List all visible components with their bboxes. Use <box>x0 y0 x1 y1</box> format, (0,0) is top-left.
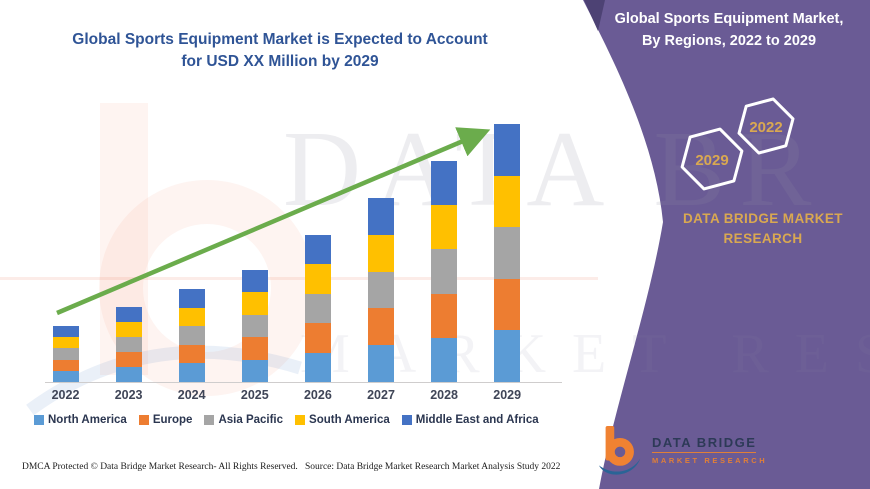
bar-segment-middle-east-and-africa <box>115 307 142 322</box>
bar-segment-asia-pacific <box>494 227 521 279</box>
bar-segment-asia-pacific <box>304 293 331 324</box>
legend-label: South America <box>309 414 390 426</box>
bar-segment-north-america <box>115 367 142 382</box>
x-axis-label-2022: 2022 <box>51 388 80 402</box>
bar-segment-north-america <box>304 352 331 382</box>
legend-swatch <box>401 415 412 425</box>
bar-2024 <box>178 289 205 382</box>
bar-segment-south-america <box>241 292 268 315</box>
bar-segment-middle-east-and-africa <box>52 326 79 338</box>
legend-item-north-america: North America <box>34 414 127 426</box>
bar-segment-europe <box>52 359 79 371</box>
bar-segment-europe <box>494 278 521 331</box>
bar-segment-south-america <box>494 175 521 228</box>
footer-dmca-text: DMCA Protected © Data Bridge Market Rese… <box>22 462 298 472</box>
bar-segment-europe <box>304 323 331 353</box>
x-axis-line <box>45 382 562 383</box>
legend-swatch <box>204 415 215 425</box>
bar-segment-europe <box>115 352 142 367</box>
bar-segment-south-america <box>52 337 79 349</box>
bar-2026 <box>304 234 331 382</box>
legend-swatch <box>138 415 149 425</box>
bar-segment-middle-east-and-africa <box>304 234 331 265</box>
bar-2025 <box>241 270 268 382</box>
bar-segment-middle-east-and-africa <box>178 289 205 308</box>
bar-segment-asia-pacific <box>52 348 79 360</box>
legend-swatch <box>295 415 306 425</box>
bar-segment-north-america <box>178 363 205 382</box>
legend-item-middle-east-and-africa: Middle East and Africa <box>401 414 539 426</box>
footer-source-text: Source: Data Bridge Market Research Mark… <box>305 462 561 472</box>
x-axis-label-2024: 2024 <box>177 388 206 402</box>
bar-segment-south-america <box>431 205 458 250</box>
bar-2022 <box>52 326 79 382</box>
legend-item-asia-pacific: Asia Pacific <box>204 414 283 426</box>
bar-segment-south-america <box>304 264 331 294</box>
chart-legend: North America Europe Asia Pacific South Ame… <box>34 414 539 426</box>
bar-segment-asia-pacific <box>115 337 142 352</box>
bar-segment-north-america <box>52 370 79 382</box>
x-axis-label-2029: 2029 <box>493 388 522 402</box>
bar-segment-middle-east-and-africa <box>431 160 458 206</box>
plot-area <box>45 124 562 382</box>
legend-label: Asia Pacific <box>218 414 284 426</box>
x-axis-label-2026: 2026 <box>303 388 332 402</box>
bar-segment-north-america <box>431 337 458 382</box>
legend-label: Middle East and Africa <box>415 414 539 426</box>
x-axis-label-2027: 2027 <box>367 388 395 402</box>
bar-segment-asia-pacific <box>241 314 268 338</box>
x-axis-label-2023: 2023 <box>114 388 143 402</box>
bar-segment-south-america <box>178 307 205 327</box>
bar-segment-europe <box>368 308 394 346</box>
bar-segment-asia-pacific <box>368 271 394 309</box>
bar-segment-north-america <box>494 330 521 382</box>
chart-title: Global Sports Equipment Market is Expect… <box>40 29 520 72</box>
bar-segment-middle-east-and-africa <box>241 270 268 293</box>
legend-item-europe: Europe <box>138 414 193 426</box>
bar-segment-europe <box>241 337 268 360</box>
bar-segment-north-america <box>241 359 268 382</box>
bar-2023 <box>115 307 142 382</box>
bar-segment-asia-pacific <box>178 326 205 345</box>
chart-title-line1: Global Sports Equipment Market is Expect… <box>72 31 488 48</box>
bar-2027 <box>368 198 394 382</box>
bar-segment-europe <box>178 344 205 364</box>
bar-segment-south-america <box>115 322 142 337</box>
x-axis-labels: 2022 2023 2024 2025 2026 2027 2028 2029 <box>45 388 562 404</box>
legend-swatch <box>34 415 44 425</box>
x-axis-label-2025: 2025 <box>240 388 269 402</box>
legend-item-south-america: South America <box>295 414 390 426</box>
bar-segment-north-america <box>368 345 394 382</box>
chart-title-line2: for USD XX Million by 2029 <box>181 52 379 70</box>
bar-2028 <box>431 160 458 382</box>
sidebar-corner-fold <box>584 0 605 31</box>
bar-segment-middle-east-and-africa <box>368 198 394 235</box>
bar-segment-europe <box>431 293 458 338</box>
bar-segment-middle-east-and-africa <box>494 124 521 176</box>
bar-segment-asia-pacific <box>431 249 458 294</box>
legend-label: Europe <box>152 414 193 426</box>
x-axis-label-2028: 2028 <box>430 388 458 402</box>
legend-label: North America <box>48 414 127 426</box>
bar-2029 <box>494 124 521 382</box>
bar-segment-south-america <box>368 234 394 272</box>
